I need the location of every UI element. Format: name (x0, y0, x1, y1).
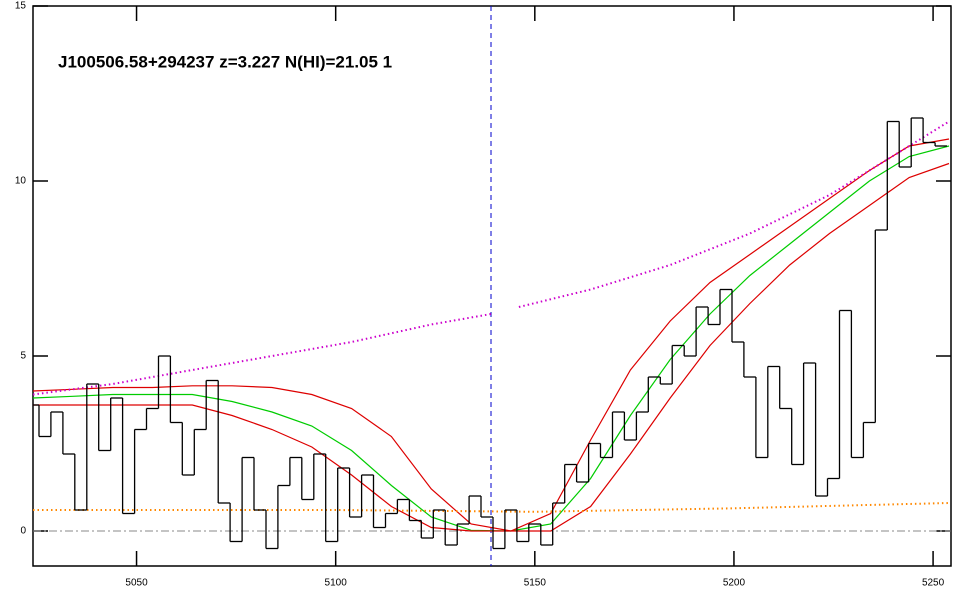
x-tick-label: 5250 (922, 578, 945, 589)
y-tick-label: 15 (15, 1, 27, 12)
x-tick-label: 5200 (723, 578, 746, 589)
y-tick-label: 10 (15, 176, 27, 187)
x-tick-label: 5050 (125, 578, 148, 589)
y-tick-label: 0 (20, 526, 26, 537)
plot-frame (32, 5, 952, 567)
flux-risers (38, 118, 936, 549)
x-tick-label: 5100 (325, 578, 348, 589)
chart-title: J100506.58+294237 z=3.227 N(HI)=21.05 1 (58, 52, 392, 71)
series-line (32, 138, 950, 532)
x-tick-label: 5150 (524, 578, 547, 589)
series-line (33, 162, 950, 532)
y-tick-label: 5 (20, 351, 26, 362)
